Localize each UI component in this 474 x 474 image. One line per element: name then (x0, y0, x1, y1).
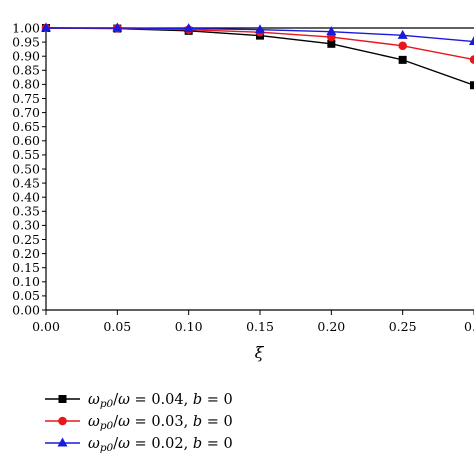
legend-label-part: ω (118, 436, 130, 452)
legend-marker (58, 395, 67, 403)
x-tick-label: 0.3 (464, 319, 474, 334)
y-tick-label: 0.80 (12, 77, 40, 92)
x-tick-label: 0.15 (246, 319, 274, 334)
legend-label-part: p0 (100, 442, 114, 454)
legend-label-part: = 0.02, (130, 436, 193, 452)
legend-label-part: b (193, 392, 202, 408)
series-layer (41, 22, 474, 90)
data-point (470, 81, 474, 90)
x-tick-label: 0.10 (175, 319, 203, 334)
y-tick-label: 0.55 (12, 147, 40, 162)
y-tick-label: 0.75 (12, 91, 40, 106)
legend-label-part: = 0 (202, 414, 233, 430)
data-point (398, 55, 407, 64)
y-tick-label: 0.00 (12, 302, 40, 317)
legend-label: ωp0/ω = 0.02, b = 0 (88, 436, 233, 454)
legend-label-part: / (113, 414, 118, 430)
data-point (112, 22, 123, 32)
data-point (469, 55, 474, 64)
legend-label-part: ω (88, 414, 100, 430)
y-axis: 0.000.050.100.150.200.250.300.350.400.45… (12, 20, 46, 317)
legend-label-part: ω (88, 436, 100, 452)
y-tick-label: 0.85 (12, 63, 40, 78)
legend-label-part: b (193, 414, 202, 430)
series-3 (41, 22, 474, 46)
y-tick-label: 0.90 (12, 49, 40, 64)
x-axis: 0.00 0.05 0.10 0.15 0.20 0.25 0.3 (32, 310, 474, 334)
y-tick-label: 0.35 (12, 204, 40, 219)
y-tick-label: 0.95 (12, 34, 40, 49)
legend-item-3: ωp0/ω = 0.02, b = 0 (45, 436, 233, 454)
legend-label-part: ω (88, 392, 100, 408)
legend-marker (57, 437, 68, 447)
y-tick-label: 0.25 (12, 232, 40, 247)
legend-label-part: ω (118, 392, 130, 408)
data-point (255, 24, 265, 34)
data-point (397, 29, 408, 39)
legend-label-part: = 0.04, (130, 392, 193, 408)
legend-label-part: / (113, 392, 118, 408)
y-tick-label: 0.20 (12, 246, 40, 261)
plot-frame (45, 27, 474, 311)
y-tick-label: 0.10 (12, 274, 40, 289)
legend-label-part: b (193, 436, 202, 452)
legend-label-part: p0 (100, 398, 114, 410)
data-point (326, 26, 337, 36)
legend-item-2: ωp0/ω = 0.03, b = 0 (45, 414, 233, 432)
y-tick-label: 0.50 (12, 161, 40, 176)
x-tick-label: 0.05 (103, 319, 131, 334)
data-point (398, 41, 407, 51)
legend-marker (58, 416, 67, 426)
y-tick-label: 0.15 (12, 260, 40, 275)
y-tick-label: 0.30 (12, 218, 40, 233)
x-tick-label: 0.20 (317, 319, 345, 334)
y-tick-label: 0.70 (12, 105, 40, 120)
y-tick-label: 0.05 (12, 288, 40, 303)
y-tick-label: 0.60 (12, 133, 40, 148)
data-point (41, 22, 51, 32)
legend-label-part: = 0.03, (130, 414, 193, 430)
y-tick-label: 0.45 (12, 175, 40, 190)
legend-label: ωp0/ω = 0.04, b = 0 (88, 392, 233, 410)
legend-label-part: = 0 (202, 436, 233, 452)
legend-label: ωp0/ω = 0.03, b = 0 (88, 414, 233, 432)
x-axis-title: ξ (255, 343, 265, 362)
legend-label-part: = 0 (202, 392, 233, 408)
y-tick-label: 1.00 (12, 20, 40, 35)
legend-label-part: ω (118, 414, 130, 430)
x-tick-label: 0.25 (389, 319, 417, 334)
x-tick-label: 0.00 (32, 319, 60, 334)
y-tick-label: 0.40 (12, 190, 40, 205)
data-point (469, 36, 474, 46)
legend-item-1: ωp0/ω = 0.04, b = 0 (45, 392, 233, 410)
data-point (327, 39, 336, 48)
y-tick-label: 0.65 (12, 119, 40, 134)
data-point (183, 23, 194, 33)
legend-label-part: / (113, 436, 118, 452)
legend-label-part: p0 (100, 420, 114, 432)
